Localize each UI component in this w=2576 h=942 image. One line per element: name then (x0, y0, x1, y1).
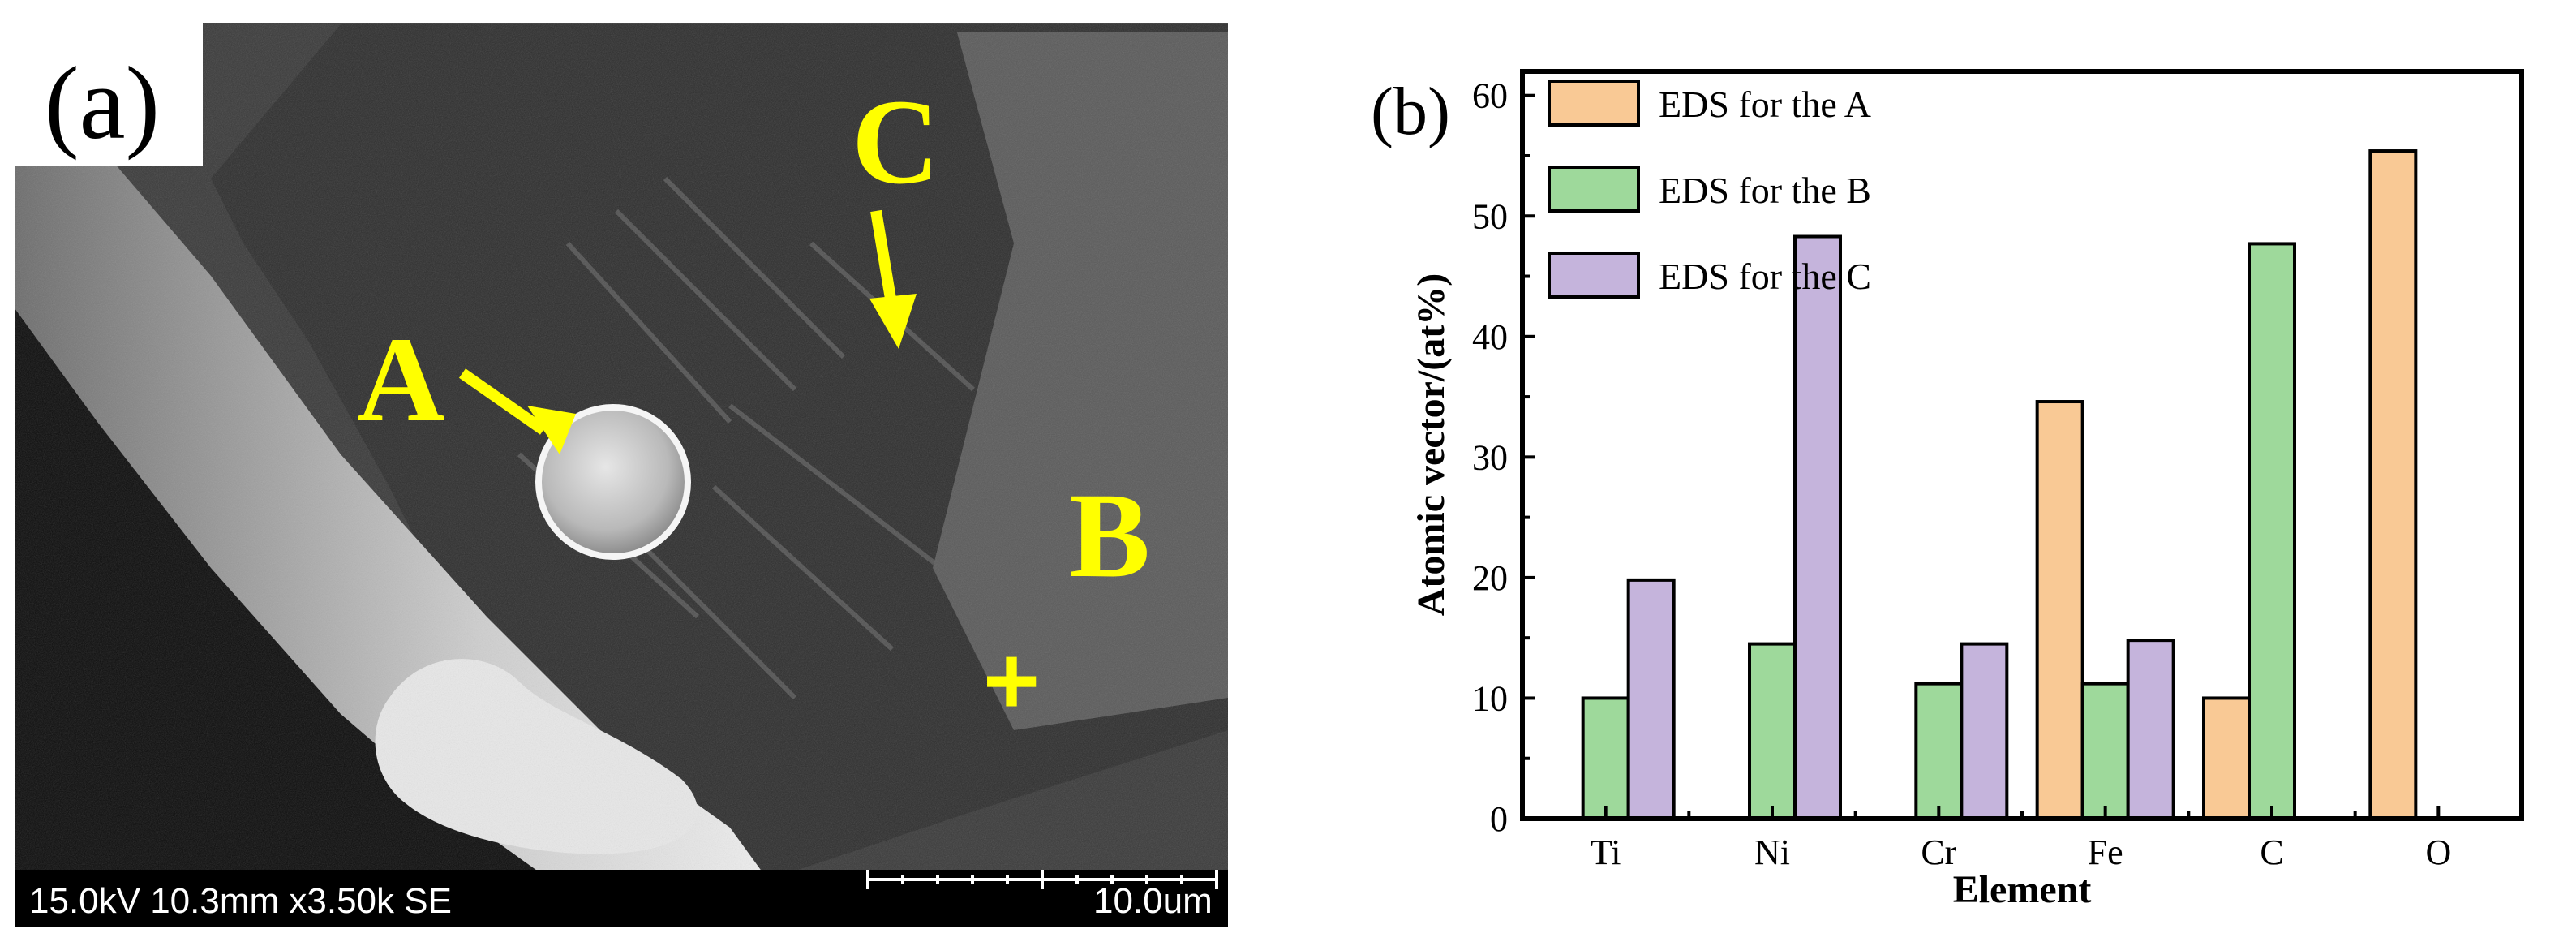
x-axis: Ti Ni Cr Fe C O (1521, 806, 2523, 872)
bar-ti-series-2 (1581, 696, 1630, 820)
x-tick-label: Cr (1921, 832, 1956, 872)
y-tick-label: 50 (1472, 196, 1508, 236)
panel-b-label: (b) (1371, 74, 1450, 149)
bar-c-series-2 (2248, 242, 2296, 820)
marker-cross: + (983, 626, 1040, 735)
chart-plot: 0 10 20 30 40 50 60 Ti Ni Cr Fe C O (1472, 69, 2524, 872)
y-tick-label: 60 (1472, 76, 1508, 116)
marker-annotations: C A B + (357, 75, 1150, 735)
sem-spherical-particle (535, 404, 691, 560)
marker-a-label: A (357, 312, 444, 447)
legend-swatch-3 (1548, 252, 1640, 299)
bar-cr-series-2 (1914, 682, 1964, 820)
sem-panel: (a) C A B + 15.0kV 10.3mm x3.50k SE 10.0… (15, 23, 1228, 927)
y-tick-label: 40 (1472, 317, 1508, 357)
legend-label-2: EDS for the B (1659, 170, 1871, 211)
bar-ni-series-2 (1748, 642, 1797, 821)
panel-a-label-box (15, 23, 203, 166)
bar-ni-series-3 (1793, 234, 1842, 820)
x-axis-title: Element (1953, 868, 2092, 911)
marker-b-label: B (1069, 468, 1150, 603)
bar-fe-series-2 (2080, 682, 2130, 820)
y-tick-label: 20 (1472, 558, 1508, 598)
x-tick-label: O (2425, 832, 2451, 872)
y-tick-label: 30 (1472, 437, 1508, 477)
x-tick-label: Ni (1754, 832, 1790, 872)
bar-cr-series-3 (1960, 642, 2009, 821)
legend-swatch-2 (1548, 166, 1640, 213)
y-axis: 0 10 20 30 40 50 60 (1472, 76, 1535, 839)
sem-info-left: 15.0kV 10.3mm x3.50k SE (29, 881, 452, 921)
y-tick-label: 10 (1472, 678, 1508, 718)
bars-layer (1581, 149, 2418, 821)
bar-o-series-1 (2368, 149, 2418, 820)
bar-ti-series-3 (1626, 578, 1676, 820)
x-tick-label: C (2260, 832, 2283, 872)
y-axis-title: Atomic vector/(at%) (1410, 273, 1453, 616)
bar-fe-series-3 (2126, 639, 2175, 820)
arrow-a (458, 368, 576, 454)
marker-c-label: C (852, 75, 939, 209)
y-tick-label: 0 (1490, 799, 1508, 839)
arrow-c (869, 209, 917, 349)
legend-label-1: EDS for the A (1659, 84, 1871, 125)
sem-scale-bar (866, 870, 1218, 889)
bar-fe-series-1 (2035, 400, 2084, 820)
legend: EDS for the A EDS for the B EDS for the C (1548, 80, 1871, 299)
x-tick-label: Ti (1591, 832, 1621, 872)
panel-a-label: (a) (45, 45, 160, 161)
chart-panel: (b) 0 10 20 30 40 50 60 Ti Ni Cr Fe C O Atomic vect… (1371, 69, 2524, 911)
legend-label-3: EDS for the C (1659, 256, 1871, 297)
x-tick-label: Fe (2088, 832, 2123, 872)
legend-swatch-1 (1548, 80, 1640, 127)
bar-c-series-1 (2202, 696, 2251, 820)
sem-scale-label: 10.0um (1093, 881, 1213, 921)
